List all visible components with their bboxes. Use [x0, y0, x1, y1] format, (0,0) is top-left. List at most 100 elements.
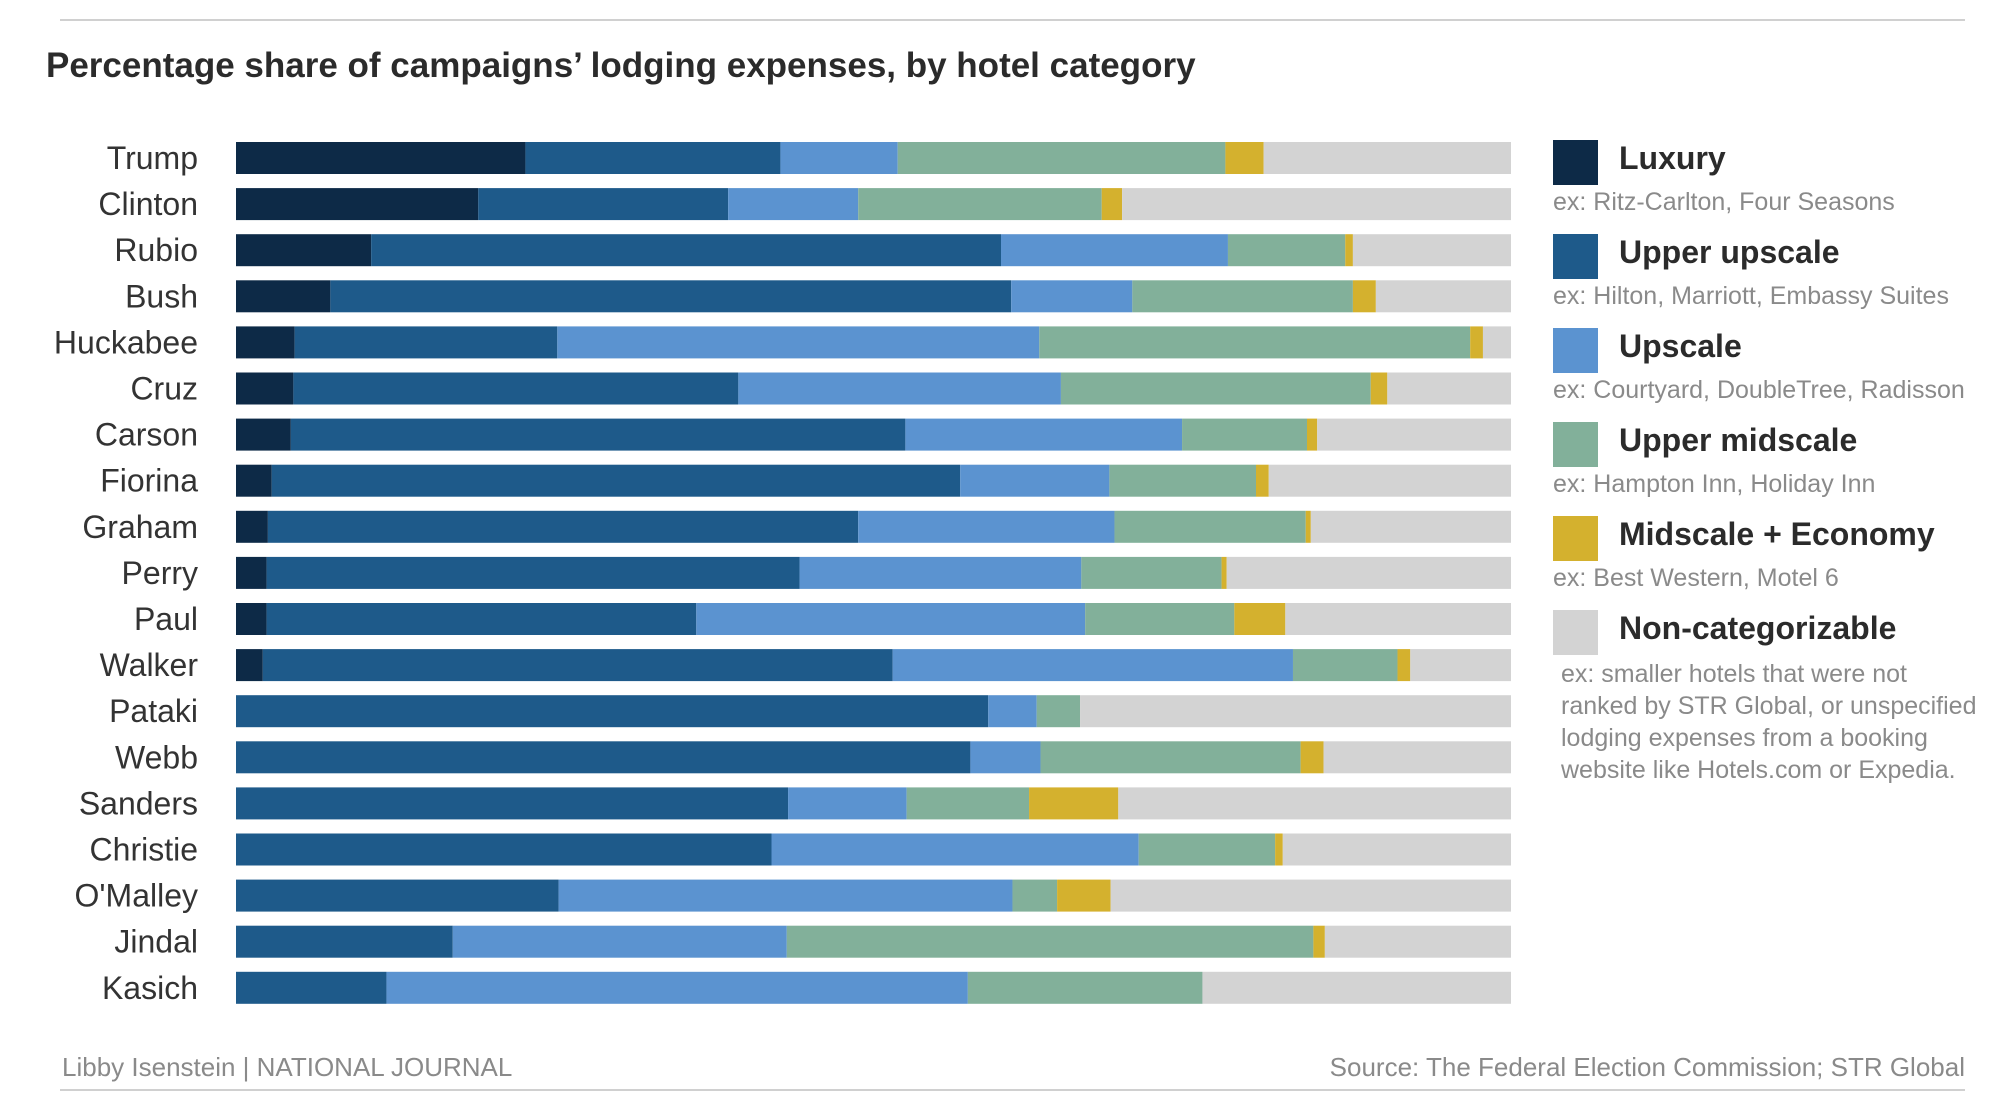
bar-segment [1118, 787, 1511, 820]
bar-segment [452, 925, 787, 958]
bar-segment [271, 464, 961, 497]
bar-segment [236, 464, 272, 497]
bar-segment [1101, 188, 1123, 221]
bar-segment [330, 280, 1012, 313]
bar-segment [262, 649, 893, 682]
category-label: Bush [125, 278, 198, 314]
bar-segment [1138, 833, 1276, 866]
bar-segment [967, 971, 1203, 1004]
bar-segment [236, 510, 268, 543]
bar-segment [892, 649, 1293, 682]
bar-segment [1282, 833, 1511, 866]
bar-segment [1352, 280, 1376, 313]
bar-segment [267, 510, 859, 543]
bar-segment [1323, 741, 1511, 774]
bar-segment [905, 418, 1183, 451]
bar-segment [1300, 741, 1324, 774]
category-label: Kasich [102, 970, 198, 1006]
bar-segment [1285, 603, 1511, 635]
bar-segment [1012, 879, 1058, 912]
bar-segment [1122, 188, 1511, 221]
bar-segment [1307, 418, 1318, 451]
bar-segment [858, 188, 1102, 221]
legend-name: Upper upscale [1619, 234, 1840, 270]
bar-segment [1036, 695, 1081, 728]
category-label: Rubio [114, 232, 198, 268]
category-label: Sanders [79, 785, 198, 821]
legend-name: Luxury [1619, 140, 1726, 176]
legend-swatch [1553, 516, 1598, 561]
bar-segment [1410, 649, 1511, 682]
bar-segment [1060, 372, 1371, 405]
legend-example: ex: Hilton, Marriott, Embassy Suites [1553, 282, 1949, 310]
bar-segment [1310, 510, 1511, 543]
category-label: Carson [95, 417, 198, 453]
bar-segment [1057, 879, 1111, 912]
bar-segment [1470, 326, 1483, 359]
bar-segment [236, 280, 331, 313]
bar-segment [799, 556, 1082, 589]
bar-segment [266, 603, 697, 635]
bar-segment [1345, 234, 1353, 267]
category-label: Pataki [109, 693, 198, 729]
bar-segment [236, 971, 387, 1004]
bar-segment [771, 833, 1139, 866]
legend-swatch [1553, 610, 1598, 655]
category-label: Cruz [130, 371, 198, 407]
bar-segment [858, 510, 1115, 543]
bar-segment [236, 741, 971, 774]
bar-segment [557, 326, 1040, 359]
category-label: Christie [90, 832, 198, 868]
legend-item: Midscale + Economy ex: Best Western, Mote… [1553, 512, 1993, 606]
category-label: Fiorina [100, 463, 198, 499]
bar-segment [1313, 925, 1325, 958]
bar-segment [788, 787, 907, 820]
category-label: Huckabee [54, 324, 198, 360]
bar-segment [1397, 649, 1411, 682]
legend: Luxury ex: Ritz-Carlton, Four Seasons Uppe… [1553, 136, 1993, 784]
bar-segment [236, 418, 291, 451]
bar-segment [1001, 234, 1228, 267]
bar-segment [236, 188, 479, 221]
bar-segment [1256, 464, 1269, 497]
bar-segment [525, 142, 781, 174]
bar-segment [294, 326, 558, 359]
category-label: Clinton [98, 186, 198, 222]
bar-segment [266, 556, 800, 589]
bar-segment [1225, 142, 1264, 174]
bar-segment [1029, 787, 1119, 820]
legend-name: Midscale + Economy [1619, 516, 1935, 552]
stacked-bar-chart: Trump Clinton Rubio Bush Huckabee Cruz Carson F… [54, 140, 1511, 1006]
bar-segment [236, 649, 263, 682]
bar-segment [1109, 464, 1256, 497]
bar-segment [1305, 510, 1311, 543]
legend-item: Upscale ex: Courtyard, DoubleTree, Radiss… [1553, 324, 1993, 418]
category-label: Perry [122, 555, 198, 591]
bar-segment [1011, 280, 1133, 313]
legend-example: ex: Ritz-Carlton, Four Seasons [1553, 188, 1895, 216]
bar-segment [1081, 556, 1222, 589]
credit-text: Libby Isenstein | NATIONAL JOURNAL [62, 1052, 513, 1082]
bar-segment [1268, 464, 1511, 497]
bar-segment [988, 695, 1037, 728]
bar-segment [728, 188, 859, 221]
bar-segment [960, 464, 1110, 497]
bar-segment [236, 556, 267, 589]
bar-segment [1040, 741, 1301, 774]
bar-segment [478, 188, 729, 221]
bar-segment [780, 142, 898, 174]
bar-segment [1292, 649, 1398, 682]
bar-segment [1387, 372, 1511, 405]
legend-swatch [1553, 328, 1598, 373]
bar-segment [1234, 603, 1286, 635]
bar-segment [1110, 879, 1511, 912]
bar-segment [970, 741, 1041, 774]
bar-segment [786, 925, 1314, 958]
bar-segment [1202, 971, 1511, 1004]
legend-example: ex: Courtyard, DoubleTree, Radisson [1553, 376, 1965, 404]
bar-segment [236, 925, 453, 958]
bar-segment [1182, 418, 1307, 451]
bar-segment [1352, 234, 1511, 267]
legend-example: ex: Best Western, Motel 6 [1553, 564, 1839, 592]
bar-segment [371, 234, 1001, 267]
